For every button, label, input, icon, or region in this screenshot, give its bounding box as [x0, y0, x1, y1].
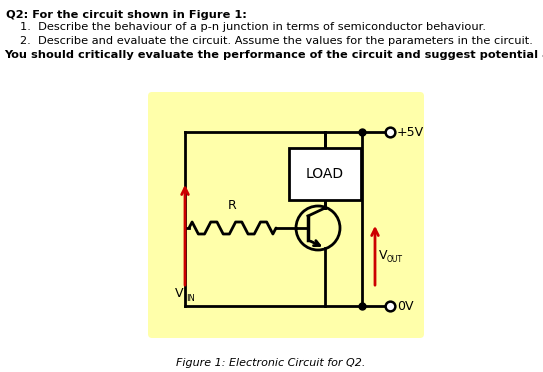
Text: Figure 1: Electronic Circuit for Q2.: Figure 1: Electronic Circuit for Q2. — [176, 358, 365, 368]
Text: V: V — [379, 249, 388, 262]
Bar — [289, 148, 361, 200]
Text: 0V: 0V — [397, 301, 414, 314]
Text: 2.  Describe and evaluate the circuit. Assume the values for the parameters in t: 2. Describe and evaluate the circuit. As… — [20, 36, 533, 46]
Text: R: R — [228, 199, 237, 212]
Text: Q2: For the circuit shown in Figure 1:: Q2: For the circuit shown in Figure 1: — [6, 10, 247, 20]
Text: OUT: OUT — [387, 255, 403, 264]
Text: IN: IN — [186, 294, 195, 303]
Text: You should critically evaluate the performance of the circuit and suggest potent: You should critically evaluate the perfo… — [4, 50, 543, 60]
FancyBboxPatch shape — [148, 92, 424, 338]
Text: +5V: +5V — [397, 126, 424, 140]
Text: 1.  Describe the behaviour of a p-n junction in terms of semiconductor behaviour: 1. Describe the behaviour of a p-n junct… — [20, 22, 486, 32]
Text: V: V — [174, 287, 183, 300]
Text: LOAD: LOAD — [306, 167, 344, 181]
